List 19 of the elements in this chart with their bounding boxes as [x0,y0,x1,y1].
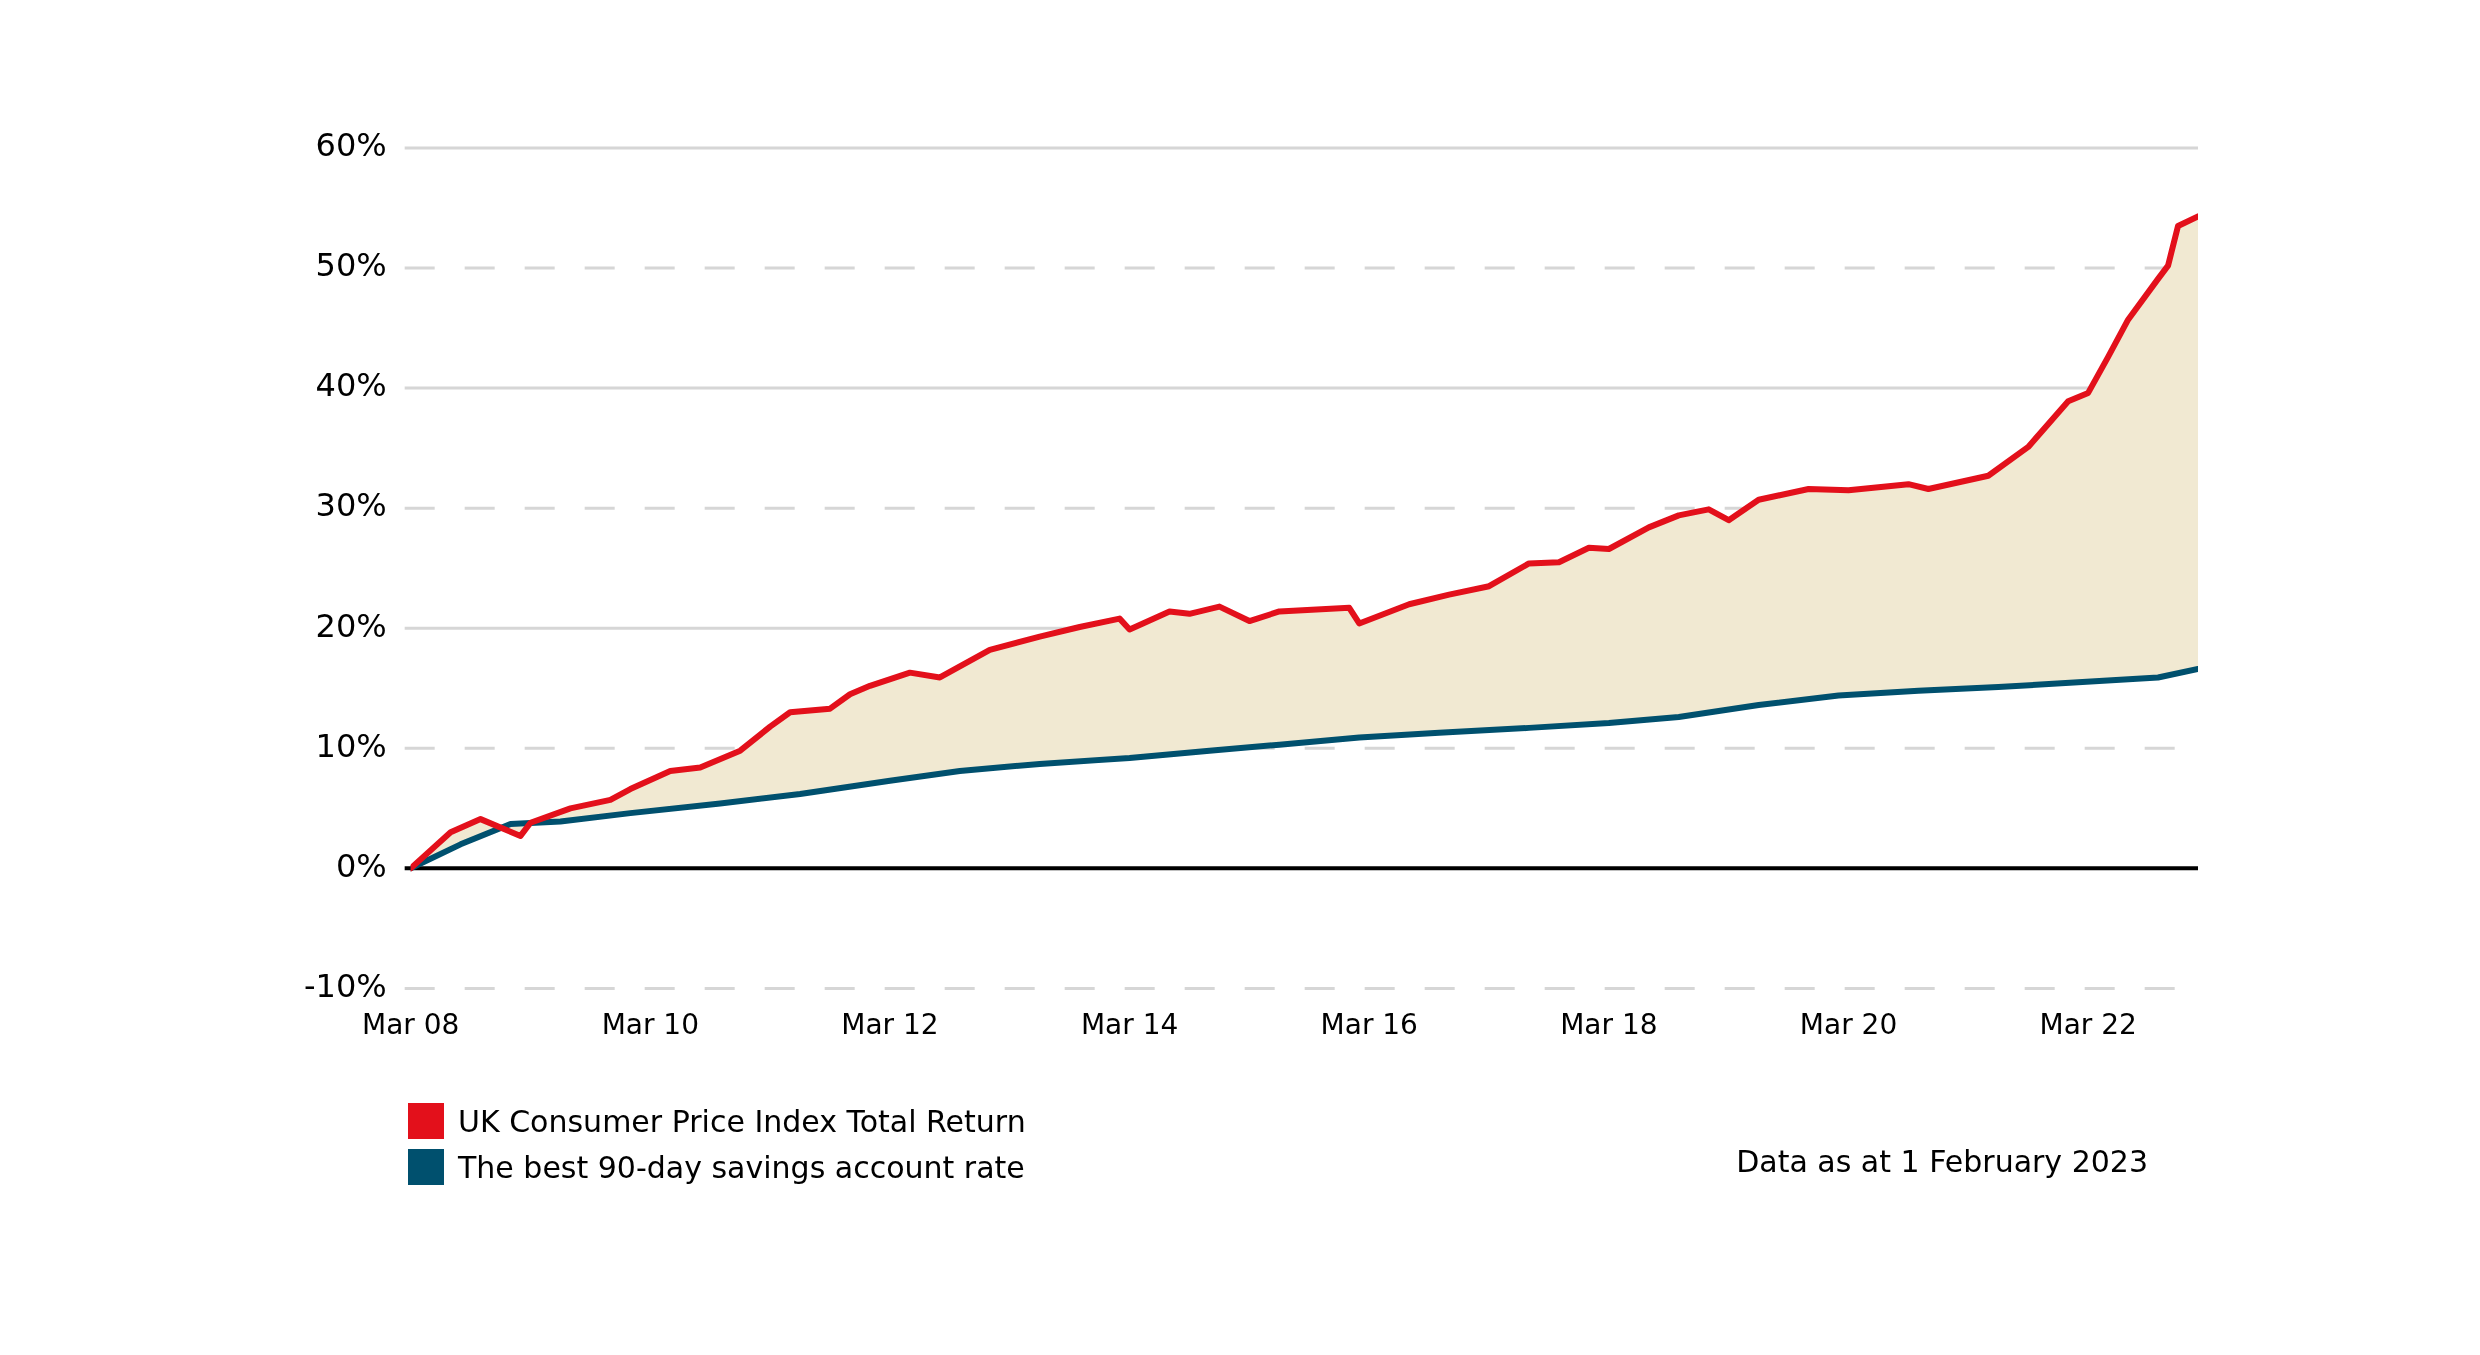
y-tick-label: 50% [315,246,387,285]
y-tick-label: 20% [315,606,387,645]
legend-label: The best 90-day savings account rate [458,1149,1025,1185]
x-tick-label: Mar 12 [841,1008,939,1042]
x-tick-label: Mar 16 [1320,1008,1418,1042]
y-tick-label: 60% [315,126,387,165]
y-tick-label: 30% [315,486,387,525]
y-tick-label: 0% [335,846,387,885]
x-tick-label: Mar 14 [1080,1008,1179,1042]
y-tick-label: 10% [315,726,387,765]
x-tick-label: Mar 22 [2039,1008,2137,1042]
legend-label: UK Consumer Price Index Total Return [458,1103,1026,1139]
x-tick-label: Mar 08 [361,1008,460,1042]
x-tick-label: Mar 18 [1560,1008,1658,1042]
x-tick-label: Mar 10 [601,1008,699,1042]
y-tick-label: 40% [315,366,387,405]
text: Data as at 1 February 2023 [1736,1143,2148,1181]
x-tick-label: Mar 20 [1799,1008,1898,1042]
y-tick-label: -10% [304,966,387,1005]
